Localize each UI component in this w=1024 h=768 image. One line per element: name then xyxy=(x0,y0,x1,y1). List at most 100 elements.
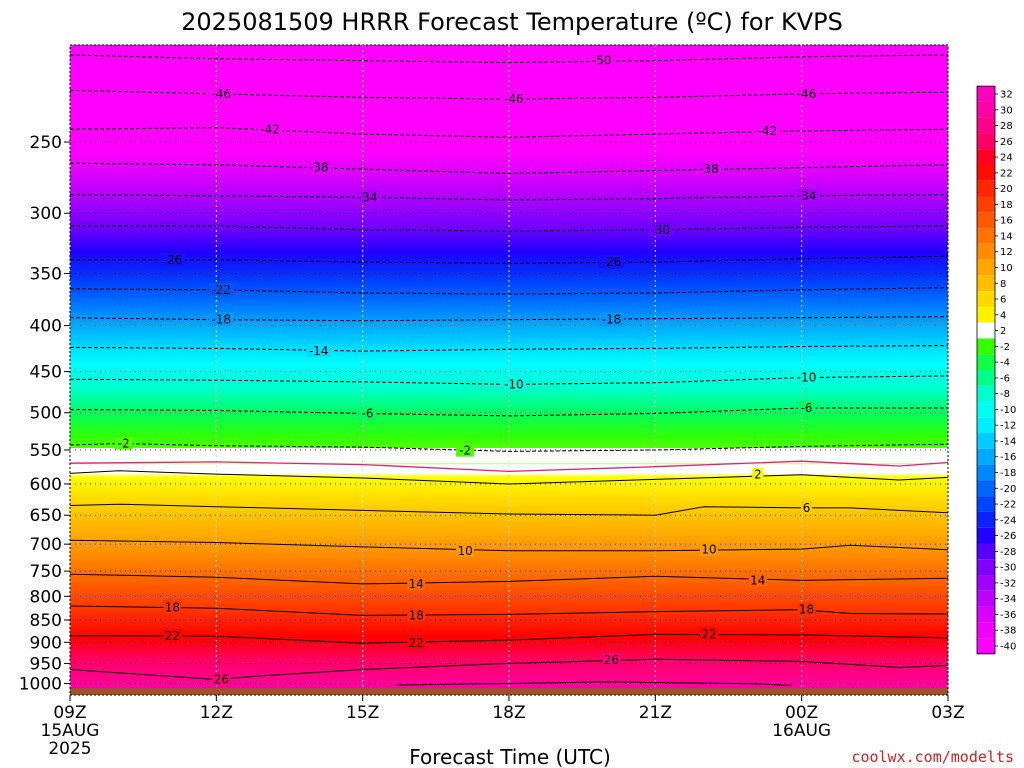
isotherm-label: -34 xyxy=(358,190,378,204)
pressure-tick-label: 500 xyxy=(30,404,62,424)
colorbar-swatch xyxy=(977,448,995,465)
isotherm-label-bg xyxy=(407,608,426,622)
colorbar-tick-label: -16 xyxy=(1000,452,1016,463)
colorbar-swatch xyxy=(977,306,995,323)
time-tick-label: 12Z xyxy=(200,703,233,723)
isotherm-label-bg xyxy=(699,627,718,641)
colorbar-tick-label: 18 xyxy=(1000,200,1013,211)
time-tick-label: 00Z xyxy=(785,703,818,723)
colorbar-tick-label: 28 xyxy=(1000,121,1013,132)
isotherm-line xyxy=(70,503,948,516)
isotherm-label-bg xyxy=(212,672,231,686)
isotherm-label: 18 xyxy=(165,600,180,614)
isotherm-label: -46 xyxy=(211,87,231,101)
pressure-tick-label: 350 xyxy=(30,264,62,284)
colorbar-swatch xyxy=(977,527,995,544)
isotherm-label: -42 xyxy=(758,124,778,138)
colorbar-tick-label: -20 xyxy=(1000,484,1016,495)
colorbar-tick-label: -14 xyxy=(1000,436,1016,447)
x-axis-label: Forecast Time (UTC) xyxy=(409,745,611,768)
colorbar-swatch xyxy=(977,180,995,197)
plot-area: -50-46 -46 -46-42 -42-38 -38-34 -34-30-26 -26-… xyxy=(70,45,948,695)
isotherm-label: 14 xyxy=(750,573,765,587)
colorbar-swatch xyxy=(977,164,995,181)
colorbar-tick-label: 26 xyxy=(1000,137,1013,148)
pressure-tick-label: 550 xyxy=(30,441,62,461)
colorbar-swatch xyxy=(977,543,995,560)
isotherm-label-bg xyxy=(794,86,820,100)
isotherm-label: -46 xyxy=(797,87,817,101)
isotherm-label: -38 xyxy=(309,161,329,175)
colorbar-tick-label: -22 xyxy=(1000,500,1016,511)
isotherm-label: 18 xyxy=(409,608,424,622)
time-tick-label: 18Z xyxy=(492,703,525,723)
isotherm-line xyxy=(70,194,948,201)
colorbar-swatch xyxy=(977,101,995,118)
colorbar-swatch xyxy=(977,133,995,150)
isotherm-label-bg xyxy=(598,312,624,326)
colorbar-tick-label: 30 xyxy=(1000,105,1013,116)
isotherm-label: -10 xyxy=(504,377,524,391)
isotherm-label: 2 xyxy=(754,468,762,482)
colorbar-swatch xyxy=(977,212,995,229)
pressure-tick-label: 650 xyxy=(30,506,62,526)
time-tick-label: 03Z xyxy=(931,703,964,723)
colorbar: 32 30 28 26 24 22 20 18 16 14 12 10 8 6 4 2 -2 -4 -6 -8 -10 -… xyxy=(976,85,1016,655)
colorbar-tick-label: 24 xyxy=(1000,153,1013,164)
colorbar-tick-label: -8 xyxy=(1000,389,1010,400)
isotherm-line xyxy=(70,225,948,232)
colorbar-swatch xyxy=(977,417,995,434)
chart-title: 2025081509 HRRR Forecast Temperature (ºC… xyxy=(181,8,843,36)
colorbar-swatch xyxy=(977,275,995,292)
isotherm-line xyxy=(396,681,792,686)
pressure-tick-label: 800 xyxy=(30,587,62,607)
isotherm-label: -6 xyxy=(801,401,813,415)
isotherm-label: -26 xyxy=(602,255,622,269)
time-tick-label: 15Z xyxy=(346,703,379,723)
isotherm-label-bg xyxy=(306,160,332,174)
colorbar-swatch xyxy=(977,433,995,449)
credit-link[interactable]: coolwx.com/modelts xyxy=(851,748,1014,766)
isotherm-label-bg xyxy=(163,629,182,643)
isotherm-label: -50 xyxy=(592,54,612,68)
colorbar-swatch xyxy=(977,322,995,339)
colorbar-tick-label: 10 xyxy=(1000,263,1013,274)
colorbar-tick-label: 12 xyxy=(1000,247,1013,258)
time-tick-label: 21Z xyxy=(639,703,672,723)
colorbar-swatch xyxy=(977,606,995,623)
pressure-tick-label: 750 xyxy=(30,562,62,582)
colorbar-swatch xyxy=(977,496,995,512)
isotherm-label-bg xyxy=(306,344,332,358)
isotherm-label-bg xyxy=(501,92,527,106)
isotherm-line xyxy=(70,407,948,417)
colorbar-tick-label: 32 xyxy=(1000,90,1013,101)
pressure-tick-label: 850 xyxy=(30,611,62,631)
pressure-tick-label: 600 xyxy=(30,475,62,495)
isotherm-label: 22 xyxy=(409,636,424,650)
colorbar-swatch xyxy=(977,243,995,260)
isotherm-line xyxy=(70,54,948,64)
pressure-tick-label: 950 xyxy=(30,654,62,674)
time-gridlines xyxy=(70,45,948,695)
isotherm-label: 18 xyxy=(799,603,814,617)
isotherm-label-bg xyxy=(797,401,816,415)
ground-surface xyxy=(70,688,948,695)
colorbar-tick-label: -30 xyxy=(1000,563,1016,574)
colorbar-swatch xyxy=(977,575,995,591)
isotherm-label: 22 xyxy=(165,629,180,643)
colorbar-swatch xyxy=(977,228,995,244)
isotherm-label-bg xyxy=(748,573,767,587)
isotherm-label: 14 xyxy=(409,577,424,591)
isotherm-label-bg xyxy=(589,53,615,67)
colorbar-swatch xyxy=(977,370,995,386)
colorbar-tick-label: 6 xyxy=(1000,295,1006,306)
isotherm-label-bg xyxy=(598,255,624,269)
isotherm-line xyxy=(70,605,948,616)
isotherm-label: 10 xyxy=(701,543,716,557)
colorbar-swatch xyxy=(977,401,995,418)
colorbar-swatch xyxy=(977,480,995,497)
colorbar-tick-label: 20 xyxy=(1000,184,1013,195)
isotherm-label-bg xyxy=(699,542,718,556)
year-label: 2025 xyxy=(48,739,91,759)
colorbar-tick-label: 2 xyxy=(1000,326,1006,337)
